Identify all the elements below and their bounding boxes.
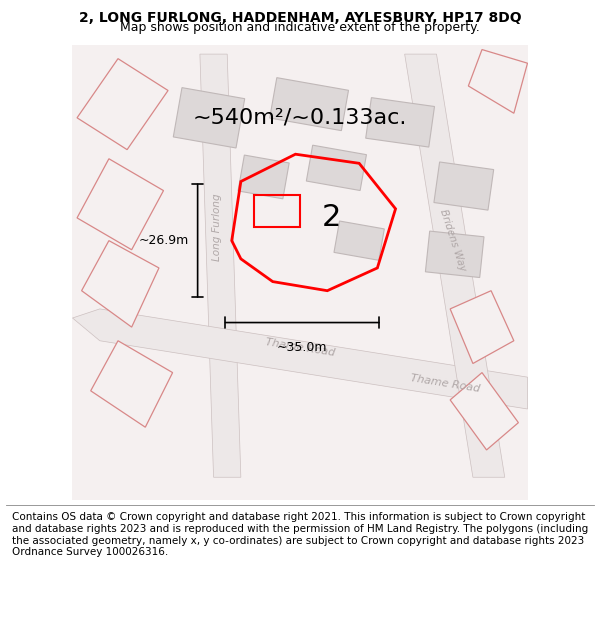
Bar: [173, 88, 245, 148]
Polygon shape: [404, 54, 505, 478]
Text: 2: 2: [322, 203, 341, 232]
Polygon shape: [200, 54, 241, 478]
Bar: [366, 98, 434, 147]
Polygon shape: [450, 291, 514, 364]
Text: ~540m²/~0.133ac.: ~540m²/~0.133ac.: [193, 107, 407, 127]
Text: ~35.0m: ~35.0m: [277, 341, 328, 354]
Text: Thame Road: Thame Road: [265, 337, 335, 358]
Polygon shape: [469, 49, 527, 113]
Text: 2, LONG FURLONG, HADDENHAM, AYLESBURY, HP17 8DQ: 2, LONG FURLONG, HADDENHAM, AYLESBURY, H…: [79, 11, 521, 25]
Text: Map shows position and indicative extent of the property.: Map shows position and indicative extent…: [120, 21, 480, 34]
Text: Long Furlong: Long Furlong: [212, 193, 222, 261]
Bar: [269, 78, 349, 131]
Bar: [307, 145, 367, 191]
Bar: [334, 221, 385, 260]
Text: Thame Road: Thame Road: [410, 374, 481, 394]
Polygon shape: [77, 59, 168, 149]
Polygon shape: [73, 309, 527, 409]
Polygon shape: [77, 159, 163, 250]
Text: Contains OS data © Crown copyright and database right 2021. This information is : Contains OS data © Crown copyright and d…: [12, 512, 588, 558]
Polygon shape: [91, 341, 173, 428]
Bar: [425, 231, 484, 278]
Bar: [434, 162, 494, 210]
Polygon shape: [82, 241, 159, 327]
Polygon shape: [450, 372, 518, 450]
Text: ~26.9m: ~26.9m: [138, 234, 188, 247]
Text: Bridens Way: Bridens Way: [437, 208, 467, 273]
Bar: [238, 155, 289, 199]
